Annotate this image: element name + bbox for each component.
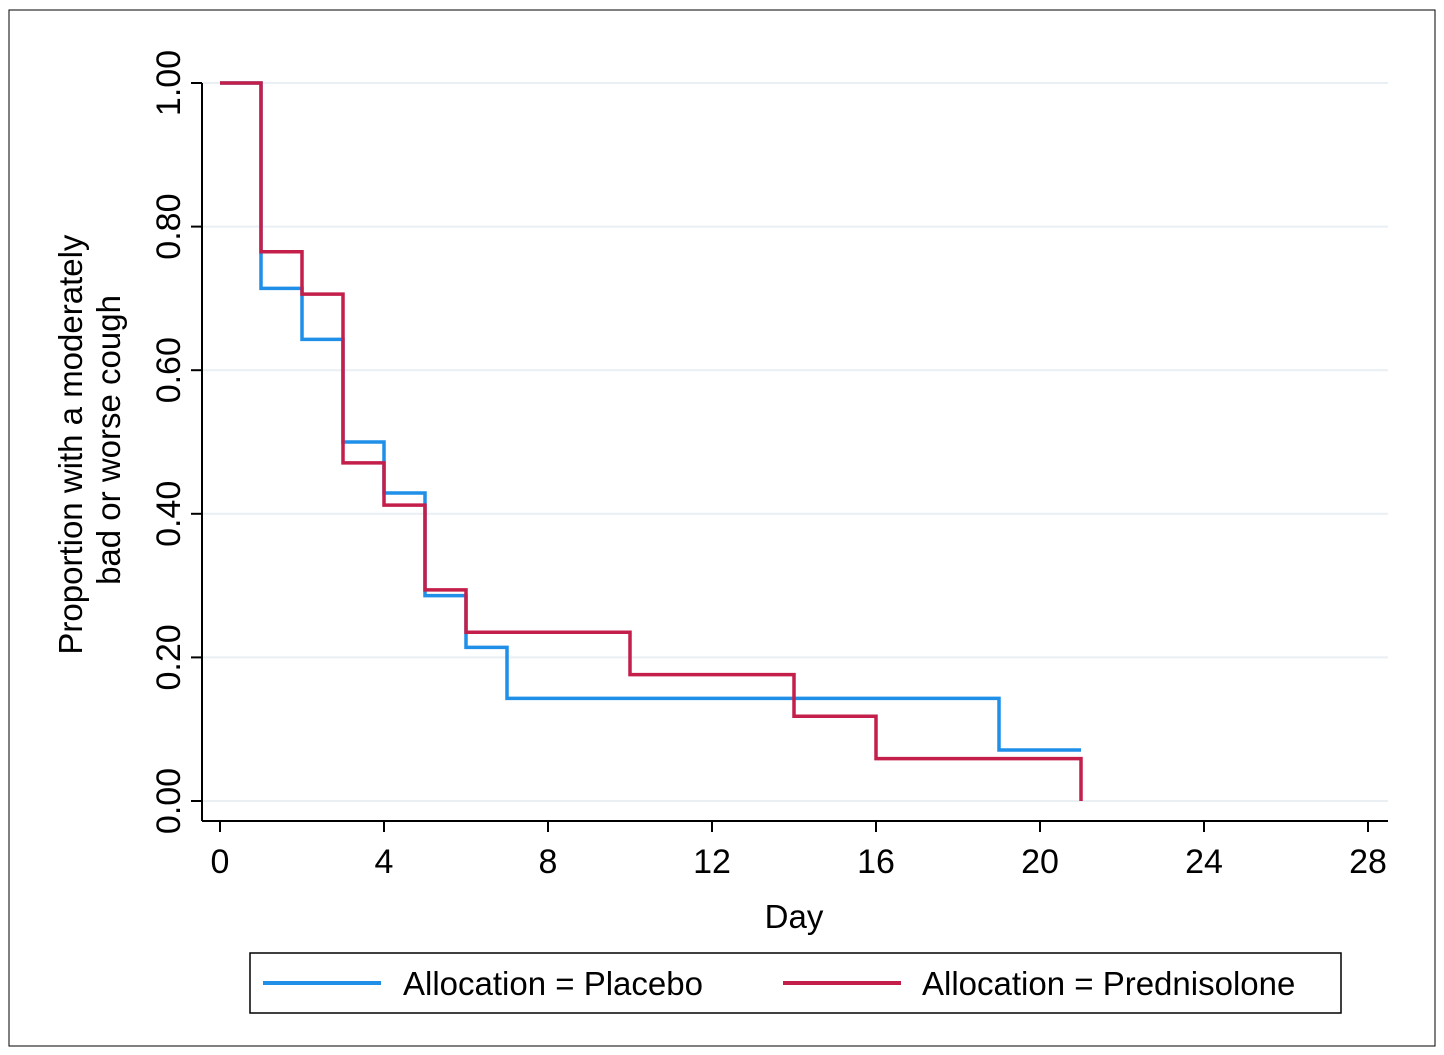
y-tick-label-1: 0.20 <box>150 624 188 690</box>
x-tick-label-1: 4 <box>375 843 394 881</box>
y-tick-label-2: 0.40 <box>150 481 188 547</box>
figure-border <box>8 9 1436 1047</box>
x-tick-label-4: 16 <box>857 843 895 881</box>
series-line-prednisolone <box>220 81 1083 801</box>
series-line-placebo <box>220 81 1081 752</box>
y-tick-label-0: 0.00 <box>150 768 188 834</box>
y-tick-labels: 0.00 0.20 0.40 0.60 0.80 1.00 <box>150 50 188 834</box>
x-tick-label-6: 24 <box>1185 843 1223 881</box>
grid-lines <box>202 82 1388 802</box>
y-axis-title-line-1: Proportion with a moderately <box>52 234 89 655</box>
x-tick-label-5: 20 <box>1021 843 1059 881</box>
y-axis-title-line-2: bad or worse cough <box>90 295 127 585</box>
x-tick-label-2: 8 <box>539 843 558 881</box>
legend-label-placebo: Allocation = Placebo <box>403 965 703 1002</box>
x-tick-label-3: 12 <box>693 843 731 881</box>
series-layer <box>220 81 1083 801</box>
x-tick-label-0: 0 <box>211 843 230 881</box>
legend: Allocation = Placebo Allocation = Predni… <box>249 952 1342 1014</box>
y-axis-title: Proportion with a moderately bad or wors… <box>52 225 127 654</box>
legend-label-prednisolone: Allocation = Prednisolone <box>922 965 1295 1002</box>
axes <box>191 82 1388 832</box>
x-tick-label-7: 28 <box>1349 843 1387 881</box>
y-tick-label-4: 0.80 <box>150 194 188 260</box>
x-tick-labels: 0 4 8 12 16 20 24 28 <box>211 843 1387 881</box>
y-tick-label-5: 1.00 <box>150 50 188 116</box>
y-tick-label-3: 0.60 <box>150 337 188 403</box>
x-axis-title: Day <box>765 898 824 935</box>
